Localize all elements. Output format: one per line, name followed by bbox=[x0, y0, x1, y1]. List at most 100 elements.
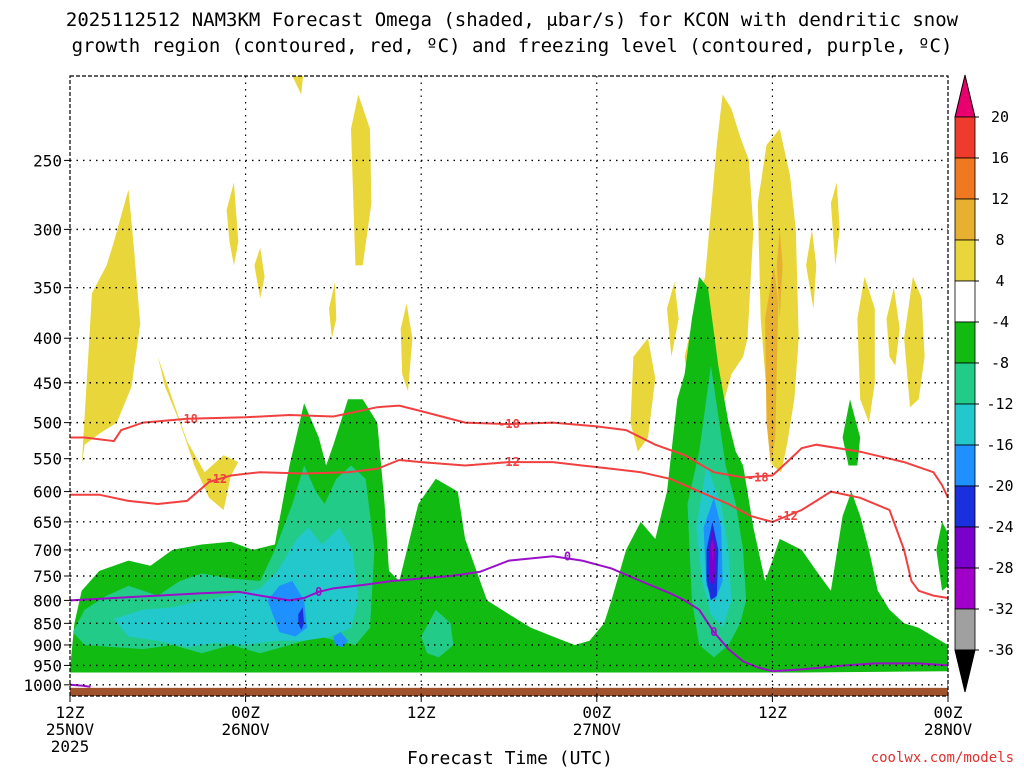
colorbar-segment bbox=[954, 157, 976, 200]
x-tick-label: 28NOV bbox=[924, 720, 973, 739]
y-tick-label: 750 bbox=[33, 567, 62, 586]
dgz-contour-label: -12 bbox=[498, 455, 520, 469]
colorbar-segment bbox=[954, 444, 976, 487]
y-tick-label: 450 bbox=[33, 374, 62, 393]
omega-region-8 bbox=[630, 338, 656, 452]
omega-region-31 bbox=[298, 607, 305, 630]
y-tick-label: 250 bbox=[33, 151, 62, 170]
y-tick-label: 650 bbox=[33, 513, 62, 532]
omega-region-12 bbox=[806, 229, 817, 309]
dgz-contour-1 bbox=[70, 458, 948, 599]
colorbar-label: -24 bbox=[986, 518, 1013, 536]
chart-title-line2: growth region (contoured, red, ºC) and f… bbox=[72, 35, 953, 57]
colorbar-segment bbox=[954, 362, 976, 405]
omega-region-2 bbox=[226, 182, 239, 266]
x-tick-label: 00Z bbox=[582, 703, 611, 722]
dgz-contour-label: -12 bbox=[776, 509, 798, 523]
colorbar-segment bbox=[954, 116, 976, 159]
y-tick-label: 350 bbox=[33, 279, 62, 298]
colorbar-segment bbox=[954, 321, 976, 364]
x-tick-label: 26NOV bbox=[222, 720, 271, 739]
colorbar-label: -8 bbox=[991, 354, 1009, 372]
y-axis-ticks: 250 300 350 400 450 500 550 600 650 700 750 800 850 9… bbox=[23, 151, 70, 695]
colorbar-label: -20 bbox=[986, 477, 1013, 495]
y-tick-label: 800 bbox=[33, 591, 62, 610]
x-tick-label: 12Z bbox=[56, 703, 85, 722]
plot-frame bbox=[69, 75, 949, 697]
colorbar-segment bbox=[954, 526, 976, 569]
freezing-contour-0 bbox=[70, 555, 948, 673]
colorbar-label: -12 bbox=[986, 395, 1013, 413]
colorbar-segment bbox=[954, 280, 976, 323]
colorbar-label: 12 bbox=[991, 190, 1009, 208]
colorbar-segment bbox=[954, 198, 976, 241]
colorbar-segment bbox=[954, 485, 976, 528]
freezing-contour-label: 0 bbox=[710, 625, 717, 639]
omega-region-18 bbox=[776, 229, 783, 319]
x-tick-label: 00Z bbox=[231, 703, 260, 722]
colorbar-label: -4 bbox=[991, 313, 1009, 331]
y-tick-label: 500 bbox=[33, 414, 62, 433]
x-tick-label: 2025 bbox=[51, 737, 90, 756]
dgz-contour-label: -12 bbox=[205, 472, 227, 486]
colorbar-label: 16 bbox=[991, 149, 1009, 167]
colorbar-label: -28 bbox=[986, 559, 1013, 577]
omega-region-7 bbox=[400, 303, 413, 392]
x-tick-label: 00Z bbox=[934, 703, 963, 722]
omega-region-33 bbox=[710, 538, 714, 561]
dgz-contour-label: -18 bbox=[747, 470, 769, 484]
omega-region-4 bbox=[329, 282, 337, 339]
colorbar-segment bbox=[954, 239, 976, 282]
omega-region-24 bbox=[421, 609, 454, 658]
dgz-contour-0 bbox=[70, 404, 948, 499]
x-axis-label: Forecast Time (UTC) bbox=[407, 748, 613, 768]
colorbar-label: 20 bbox=[991, 108, 1009, 126]
y-tick-label: 400 bbox=[33, 329, 62, 348]
y-tick-label: 300 bbox=[33, 220, 62, 239]
x-tick-label: 27NOV bbox=[573, 720, 622, 739]
y-tick-label: 600 bbox=[33, 483, 62, 502]
omega-region-1 bbox=[157, 356, 239, 510]
colorbar-label: -32 bbox=[986, 600, 1013, 618]
y-tick-label: 950 bbox=[33, 656, 62, 675]
y-tick-label: 1000 bbox=[23, 676, 62, 695]
colorbar-bottom-arrow bbox=[954, 649, 976, 693]
x-tick-label: 12Z bbox=[758, 703, 787, 722]
freezing-contour-1 bbox=[70, 683, 91, 688]
omega-region-17 bbox=[765, 265, 779, 466]
omega-region-13 bbox=[830, 182, 840, 266]
omega-region-5 bbox=[254, 247, 265, 299]
omega-region-21 bbox=[936, 521, 948, 591]
freezing-contour-label: 0 bbox=[315, 585, 322, 599]
y-tick-label: 550 bbox=[33, 450, 62, 469]
chart-title-line1: 2025112512 NAM3KM Forecast Omega (shaded… bbox=[66, 9, 959, 31]
ground-surface bbox=[70, 687, 948, 696]
omega-region-0 bbox=[81, 189, 141, 466]
omega-region-27 bbox=[267, 581, 308, 637]
y-tick-label: 900 bbox=[33, 636, 62, 655]
x-tick-label: 12Z bbox=[407, 703, 436, 722]
x-tick-label: 25NOV bbox=[46, 720, 95, 739]
colorbar-label: -16 bbox=[986, 436, 1013, 454]
colorbar-segment bbox=[954, 567, 976, 610]
y-tick-label: 700 bbox=[33, 541, 62, 560]
plot-area: -18 -18 -18 -12 -12 -12 0 0 0 bbox=[69, 75, 949, 697]
omega-region-6 bbox=[351, 94, 372, 266]
omega-region-9 bbox=[667, 282, 679, 357]
colorbar-segment bbox=[954, 403, 976, 446]
colorbar-label: -36 bbox=[986, 641, 1013, 659]
colorbar-top-arrow bbox=[954, 74, 976, 118]
freezing-contour-label: 0 bbox=[564, 549, 571, 563]
omega-region-28 bbox=[333, 632, 348, 648]
colorbar-label: 4 bbox=[995, 272, 1004, 290]
dgz-contour-label: -18 bbox=[176, 412, 198, 426]
colorbar: 20 16 12 8 4 -4 -8 -12 -16 -20 -24 -28 -32 -36 bbox=[954, 74, 1014, 693]
dgz-contour-label: -18 bbox=[498, 417, 520, 431]
y-tick-label: 850 bbox=[33, 614, 62, 633]
omega-region-14 bbox=[857, 276, 875, 423]
credit-text: coolwx.com/models bbox=[871, 750, 1014, 766]
colorbar-segment bbox=[954, 608, 976, 651]
omega-region-3 bbox=[292, 76, 304, 95]
